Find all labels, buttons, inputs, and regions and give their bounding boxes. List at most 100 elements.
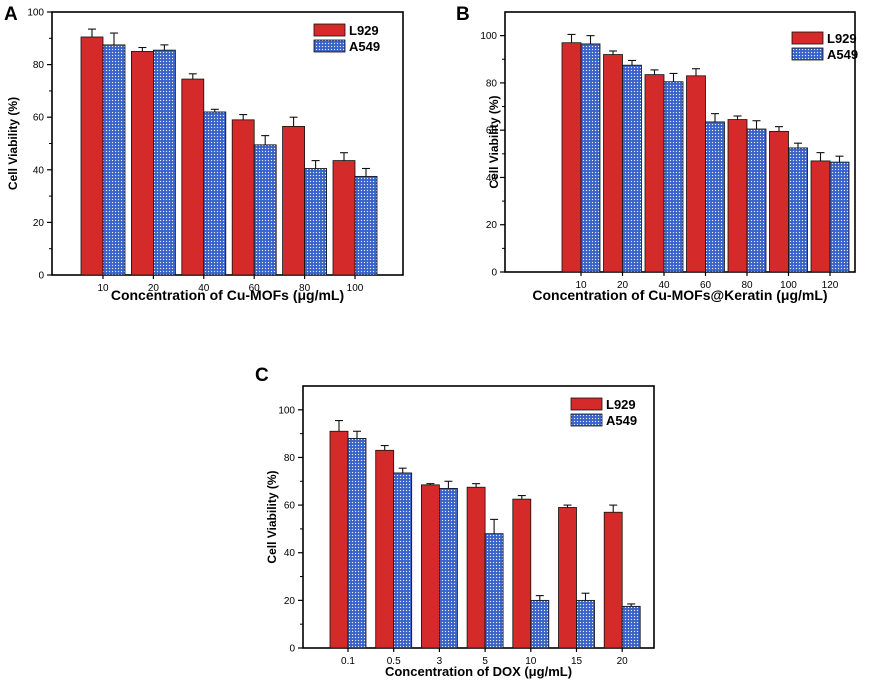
x-tick-label: 10 [575,280,587,291]
x-tick-label: 5 [482,656,488,667]
x-axis-title: Concentration of Cu-MOFs (μg/mL) [111,287,344,303]
x-axis-title: Concentration of Cu-MOFs@Keratin (μg/mL) [532,287,827,303]
y-tick-label: 100 [278,405,295,416]
bar-a549 [393,472,413,649]
bar-a549 [621,605,641,649]
bar-l929 [231,119,255,276]
bar-l929 [727,119,748,273]
y-tick-label: 60 [33,113,45,124]
x-tick-label: 20 [617,656,629,667]
y-tick-label: 100 [27,8,44,19]
bar-l929 [686,75,706,273]
bar-a549 [203,111,227,276]
bar-l929 [181,78,205,276]
y-tick-label: 80 [284,453,296,464]
bar-l929 [603,511,623,649]
bar-a549 [304,168,328,276]
y-tick-label: 0 [289,644,295,655]
legend-label-l929: L929 [349,23,379,38]
bar-a549 [580,43,601,273]
y-tick-label: 20 [486,220,498,231]
x-tick-label: 80 [299,283,311,294]
x-tick-label: 20 [148,283,160,294]
bar-a549 [705,121,725,273]
bar-a549 [438,488,458,649]
bar-l929 [80,36,104,276]
legend-swatch-a549 [791,47,824,61]
bar-a549 [530,599,550,649]
y-tick-label: 20 [33,218,45,229]
bar-a549 [484,533,504,649]
x-tick-label: 100 [780,280,797,291]
bar-a549 [746,128,767,273]
legend-swatch-a549 [570,413,603,427]
x-tick-label: 100 [347,283,364,294]
legend-label-a549: A549 [827,47,858,62]
x-tick-label: 80 [741,280,753,291]
chart-c: 0 20 40 60 80 100 0.1 0.5 3 5 10 15 20 Concentration … [265,385,655,679]
bar-a549 [102,44,126,276]
y-tick-label: 100 [480,31,497,42]
x-tick-label: 0.1 [341,656,355,667]
x-tick-label: 120 [822,280,839,291]
bar-l929 [603,54,623,273]
legend-label-a549: A549 [349,39,380,54]
x-tick-label: 40 [658,280,670,291]
y-tick-label: 60 [486,126,498,137]
x-tick-label: 60 [249,283,261,294]
bar-l929 [332,160,356,276]
y-tick-label: 60 [284,501,296,512]
bar-a549 [152,49,176,276]
y-tick-label: 40 [33,165,45,176]
legend-swatch-l929 [570,397,603,411]
bar-l929 [329,430,349,649]
legend-swatch-a549 [313,39,346,53]
bar-l929 [512,498,532,649]
bar-a549 [829,161,850,273]
chart-b: 0 20 40 60 80 100 10 20 40 60 80 100 120Concentratio… [480,11,858,303]
bar-l929 [558,507,577,649]
y-axis-title: Cell Viability (%) [487,95,501,188]
legend-label-l929: L929 [606,397,636,412]
y-tick-label: 20 [284,596,296,607]
bar-a549 [788,147,808,273]
x-axis-title: Concentration of DOX (μg/mL) [385,664,572,679]
bar-l929 [769,130,789,273]
x-tick-label: 40 [198,283,210,294]
bar-l929 [375,449,395,649]
bar-l929 [644,74,665,273]
y-axis-title: Cell Viability (%) [265,470,279,563]
bar-a549 [354,175,378,276]
legend-label-l929: L929 [827,31,857,46]
bar-l929 [810,160,831,273]
panel-b-letter: B [456,4,470,25]
bar-a549 [253,144,277,276]
bar-a549 [663,81,684,273]
bar-a549 [347,437,367,649]
y-tick-label: 0 [38,271,44,282]
legend-swatch-l929 [313,23,346,37]
x-tick-label: 3 [437,656,443,667]
x-tick-label: 15 [571,656,583,667]
legend-label-a549: A549 [606,413,637,428]
x-tick-label: 10 [97,283,109,294]
x-tick-label: 20 [617,280,629,291]
panel-a-letter: A [4,4,18,25]
y-tick-label: 0 [491,268,497,279]
legend-swatch-l929 [791,31,824,45]
x-tick-label: 0.5 [387,656,401,667]
bar-a549 [622,64,642,273]
x-tick-label: 60 [700,280,712,291]
y-axis-title: Cell Viability (%) [6,97,20,190]
bar-l929 [282,126,306,276]
bar-l929 [466,486,486,649]
x-tick-label: 10 [525,656,537,667]
y-tick-label: 40 [486,173,498,184]
y-tick-label: 80 [486,78,498,89]
bar-l929 [561,42,582,273]
bar-l929 [420,484,440,649]
